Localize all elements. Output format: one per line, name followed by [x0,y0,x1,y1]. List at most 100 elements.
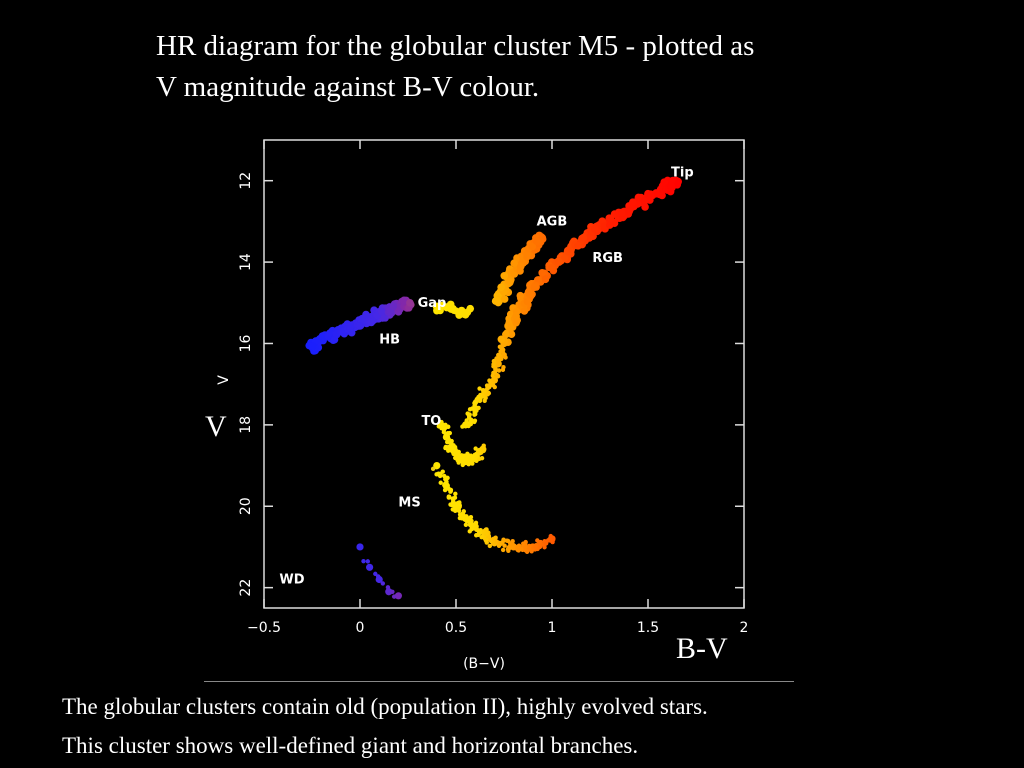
data-point-ms [463,516,469,522]
data-point-ms [548,533,553,539]
data-point-wd [385,585,391,590]
data-point-agb [532,237,541,245]
data-point-ms [442,487,448,493]
data-point-sgb [473,401,478,406]
data-point-sgb [496,368,502,373]
data-point-to [446,424,451,430]
data-point-rgb [538,269,546,277]
data-point-ms [430,466,436,472]
data-point-hb [389,302,398,310]
data-point-wd [394,592,402,600]
slide-title-line1: HR diagram for the globular cluster M5 -… [156,30,755,62]
slide-title: HR diagram for the globular cluster M5 -… [156,26,916,108]
data-point-ms [537,540,542,546]
data-point-hb-red [432,302,441,311]
data-point-ms [457,512,463,517]
data-point-wd [380,581,386,586]
data-point-to [470,456,475,461]
data-point-to [452,445,458,450]
data-point-rgb [667,181,676,190]
annotation-to: TO [421,414,441,429]
data-point-rgb [520,307,529,315]
data-point-ms [510,539,515,544]
data-point-rgb [618,209,626,217]
data-point-sgb [501,364,506,370]
data-point-ms [436,472,441,477]
y-tick-label: 22 [238,579,254,597]
data-point-to [443,444,449,450]
data-point-to [453,455,458,461]
data-point-sgb [482,398,487,404]
data-point-wd [390,589,395,594]
data-point-ms [483,538,489,543]
data-point-ms [473,520,479,526]
data-point-hb [308,342,317,350]
x-axis-big-label: B-V [676,632,728,665]
data-point-agb [492,297,501,305]
data-point-rgb [585,234,594,242]
data-point-ms [526,545,532,550]
data-point-agb [500,295,509,303]
data-point-sgb [496,352,501,358]
data-point-sgb [491,377,496,383]
data-point-rgb [497,335,506,344]
data-point-sgb [486,384,492,390]
data-point-to [449,438,454,444]
data-point-rgb [506,323,515,332]
data-point-ms [476,532,481,537]
data-point-to [439,421,445,427]
caption-line1: The globular clusters contain old (popul… [62,694,708,719]
x-tick-label: 1 [548,620,557,636]
x-tick-label: 1.5 [637,620,659,636]
data-point-sgb [494,372,500,378]
data-point-ms [446,486,452,492]
y-axis-big-label: V [205,410,227,443]
data-point-ms [529,549,534,554]
data-point-ms [543,541,549,546]
data-point-ms [537,544,543,550]
data-point-sgb [499,346,505,351]
plot-frame-box [263,139,745,609]
data-point-ms [500,547,506,553]
data-point-ms [484,531,489,537]
x-tick-label: 0.5 [445,620,467,636]
data-point-rgb [641,203,649,211]
data-point-ms [502,543,507,548]
x-tick-label: 2 [740,620,749,636]
data-point-ms [453,491,458,497]
data-point-sgb [495,356,501,362]
data-point-hb [330,335,339,344]
data-point-hb [377,307,386,316]
data-point-to [477,450,482,455]
data-point-ms [442,483,447,488]
data-point-agb [528,242,537,251]
data-point-ms [450,496,455,501]
data-point-hb [362,310,370,319]
data-point-to [443,435,449,440]
data-point-agb [516,262,525,271]
data-point-hb [367,318,376,327]
divider-line [204,681,794,682]
data-point-ms [456,508,462,513]
data-point-ms [463,522,469,527]
data-point-ms [438,480,443,485]
data-point-to [473,446,478,451]
data-point-sgb [476,405,481,411]
data-point-rgb [560,254,569,262]
data-point-ms [548,538,553,543]
data-point-ms [450,507,455,512]
data-point-wd [356,543,364,551]
y-tick-label: 18 [238,416,254,434]
data-point-wd [373,571,378,577]
data-point-rgb [541,275,550,284]
data-point-ms [487,543,493,549]
slide-title-line2: V magnitude against B-V colour. [156,71,540,103]
data-point-agb [497,283,505,292]
data-point-to [442,426,448,431]
data-point-sgb [493,367,498,372]
data-point-rgb [512,312,520,321]
chart-frame: −0.5 0 0.5 1 1.5 2 12 14 16 18 20 22 (B−V) V Tip AGB RGB… [200,130,794,682]
data-point-ms [516,548,521,553]
data-point-hb [347,322,355,330]
data-point-rgb [673,179,682,188]
